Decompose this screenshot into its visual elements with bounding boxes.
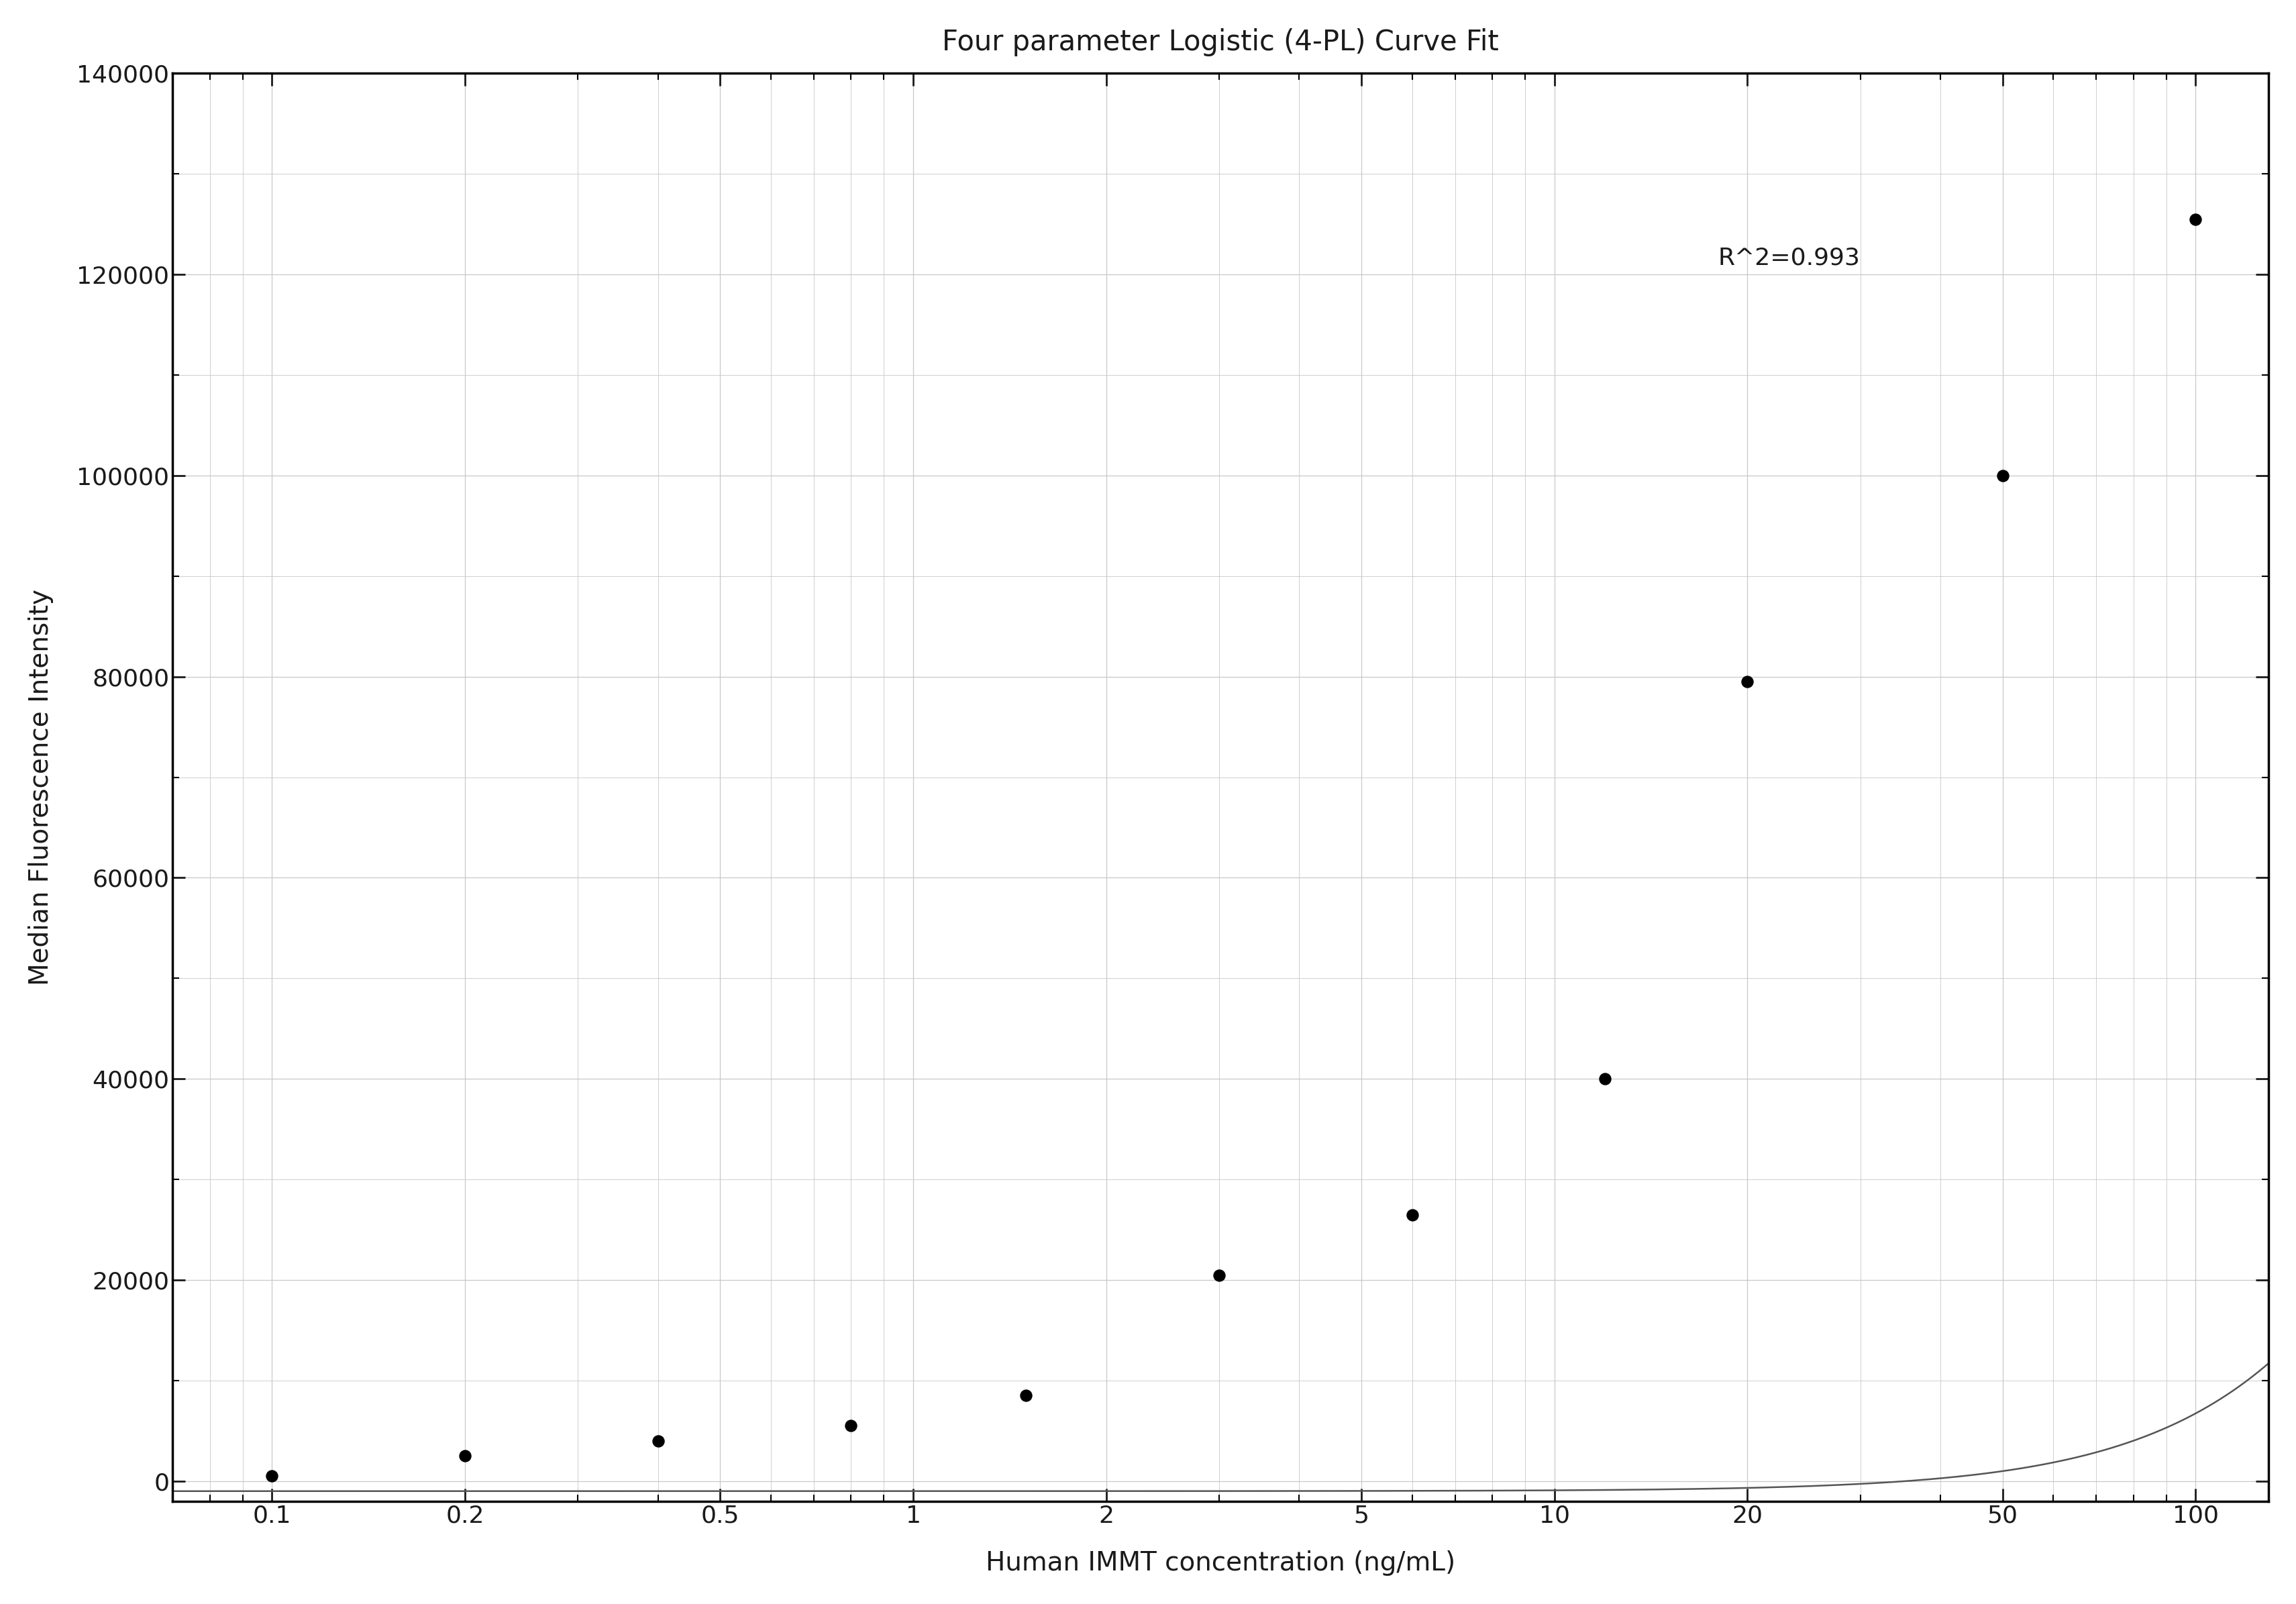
Y-axis label: Median Fluorescence Intensity: Median Fluorescence Intensity [28, 589, 53, 985]
Point [1008, 1383, 1045, 1408]
Point [1201, 1262, 1238, 1288]
Point [445, 1444, 482, 1469]
X-axis label: Human IMMT concentration (ng/mL): Human IMMT concentration (ng/mL) [985, 1551, 1456, 1577]
Point [641, 1428, 677, 1453]
Title: Four parameter Logistic (4-PL) Curve Fit: Four parameter Logistic (4-PL) Curve Fit [941, 27, 1499, 56]
Point [253, 1463, 289, 1489]
Point [1984, 462, 2020, 488]
Point [2177, 207, 2213, 233]
Point [833, 1413, 870, 1439]
Point [1729, 669, 1766, 695]
Text: R^2=0.993: R^2=0.993 [1717, 247, 1860, 269]
Point [1587, 1067, 1623, 1092]
Point [1394, 1201, 1430, 1227]
